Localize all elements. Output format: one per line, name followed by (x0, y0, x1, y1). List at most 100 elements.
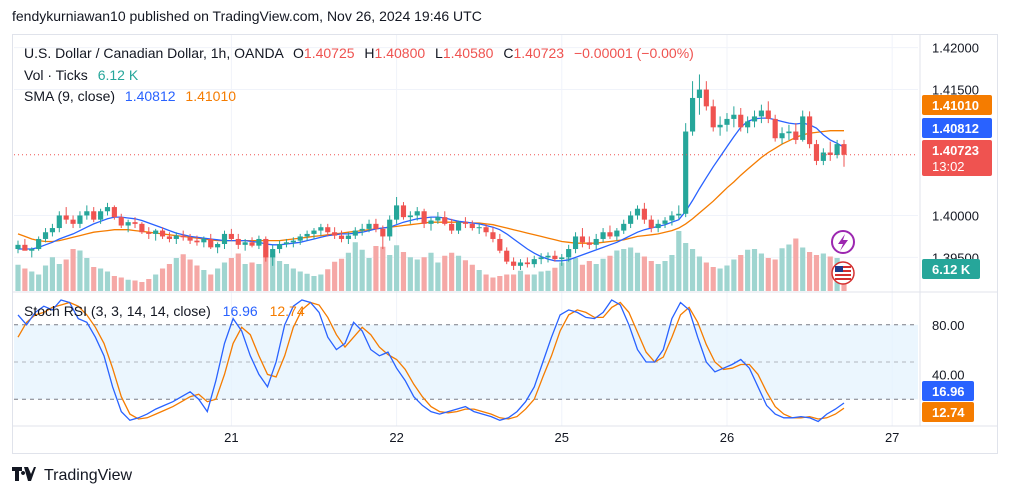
candle-body (428, 220, 434, 224)
lightning-icon[interactable] (831, 230, 855, 254)
candle-body (221, 233, 228, 244)
legend-stoch-rsi[interactable]: Stoch RSI (3, 3, 14, 14, close) 16.96 12… (24, 303, 305, 319)
volume-bar (373, 246, 379, 291)
legend-symbol[interactable]: U.S. Dollar / Canadian Dollar, 1h, OANDA… (24, 45, 694, 61)
volume-bar (276, 261, 283, 291)
volume-bar (70, 249, 76, 291)
volume-bar (153, 274, 159, 291)
stoch-k-line (17, 299, 845, 423)
candle-body (394, 205, 400, 220)
volume-bars (15, 231, 847, 291)
candle-body (689, 97, 696, 132)
publisher-line: fendykurniawan10 published on TradingVie… (12, 8, 482, 24)
footer-brand[interactable]: TradingView (44, 467, 133, 484)
time-tick-label: 22 (389, 430, 403, 445)
candle-body (318, 227, 324, 231)
volume-bar (745, 249, 751, 291)
volume-bar (559, 262, 565, 291)
candle-body (249, 242, 255, 246)
candle-body (634, 208, 641, 216)
volume-bar (724, 265, 730, 291)
us-flag-icon[interactable] (831, 261, 855, 285)
volume-bar (717, 268, 723, 291)
volume-bar (345, 252, 351, 291)
volume-bar (249, 262, 255, 291)
volume-bar (600, 258, 606, 291)
candle-body (201, 238, 207, 243)
candle-body (118, 217, 124, 226)
volume-bar (84, 258, 90, 291)
volume-bar (552, 267, 558, 291)
candle-body (352, 230, 358, 236)
volume-bar (49, 257, 55, 291)
volume-bar (772, 259, 778, 291)
stoch-d-badge-text: 12.74 (932, 405, 965, 420)
candle-body (449, 223, 455, 231)
countdown-badge-text: 13:02 (932, 159, 965, 174)
candle-body (703, 89, 709, 107)
candle-body (338, 235, 345, 239)
volume-bar (820, 253, 826, 291)
volume-bar (387, 255, 393, 291)
volume-bar (394, 245, 400, 291)
legend-sma[interactable]: SMA (9, close) 1.40812 1.41010 (24, 88, 236, 104)
candle-body (751, 116, 758, 122)
volume-bar (634, 252, 641, 291)
candle-body (373, 223, 379, 229)
stoch-tick-label: 40.00 (932, 367, 965, 382)
volume-bar (139, 282, 145, 291)
volume-bar (669, 255, 675, 291)
last-price-badge (922, 140, 992, 176)
candle-body (566, 249, 572, 258)
time-tick-label: 21 (224, 430, 238, 445)
volume-bar (648, 261, 654, 291)
candle-body (579, 236, 586, 243)
volume-bar (146, 279, 152, 291)
volume-bar (786, 244, 792, 291)
candle-body (593, 238, 599, 245)
volume-bar (166, 264, 173, 291)
volume-bar (641, 256, 647, 291)
candle-body (400, 205, 407, 218)
candle-body (366, 223, 372, 229)
candle-body (455, 222, 462, 231)
candle-body (745, 121, 751, 128)
candle-body (387, 219, 393, 237)
candle-body (572, 236, 579, 250)
candle-body (49, 228, 55, 233)
volume-bar (428, 252, 434, 291)
candle-body (22, 244, 28, 251)
candle-body (641, 208, 647, 220)
price-tick-label: 1.42000 (932, 41, 979, 56)
tradingview-logo-icon[interactable] (12, 466, 36, 486)
legend-volume[interactable]: Vol · Ticks 6.12 K (24, 67, 139, 83)
candle-body (531, 259, 537, 265)
time-tick-label: 27 (885, 430, 899, 445)
volume-bar (614, 250, 620, 291)
candle-body (159, 230, 166, 237)
candle-body (345, 235, 351, 239)
volume-bar (765, 258, 771, 291)
candle-body (517, 262, 524, 266)
volume-bar (628, 247, 634, 291)
volume-bar (517, 270, 524, 291)
volume-bar (593, 264, 599, 291)
candle-body (194, 240, 200, 243)
candle-body (552, 255, 558, 260)
volume-bar (332, 261, 338, 291)
volume-bar (270, 254, 276, 291)
volume-bar (22, 268, 28, 291)
candle-body (180, 235, 186, 238)
volume-bar (407, 257, 413, 291)
candle-body (607, 232, 613, 237)
time-axis-ticks: 21 22 25 26 27 (224, 430, 899, 445)
volume-bar (738, 255, 744, 291)
sma-fast-line (18, 117, 845, 262)
grid-lines (14, 35, 918, 426)
stoch-tick-label: 80.00 (932, 318, 965, 333)
candle-body (676, 213, 682, 216)
candle-body (813, 144, 820, 161)
volume-bar (111, 276, 117, 291)
